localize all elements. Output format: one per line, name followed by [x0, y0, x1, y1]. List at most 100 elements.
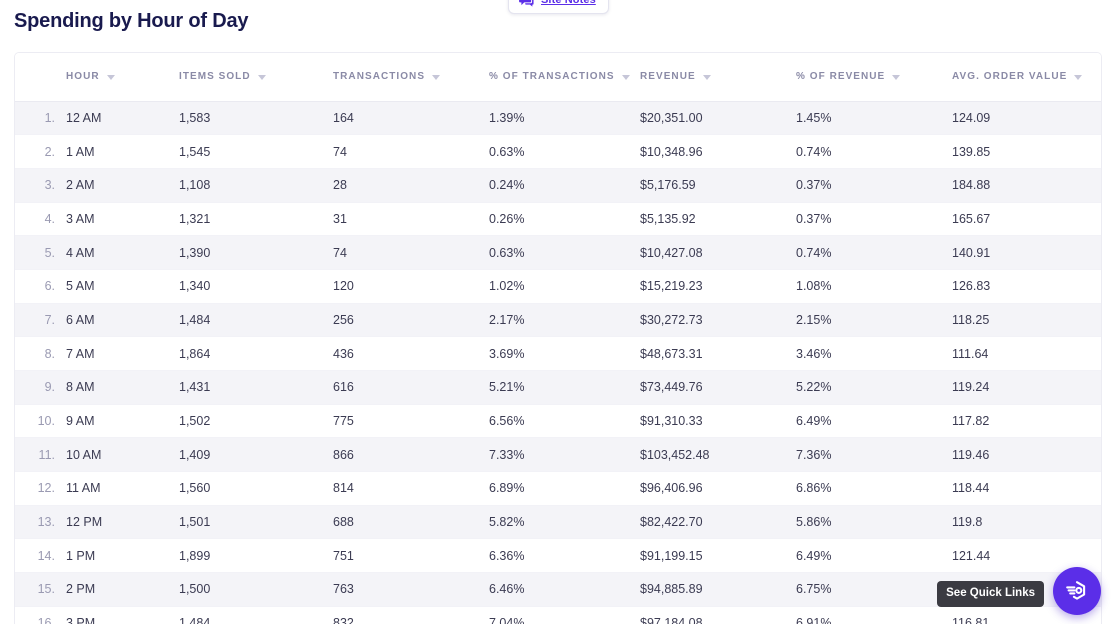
cell-ptr: 6.89% — [489, 471, 640, 506]
column-header-items-sold-label: ITEMS SOLD — [179, 71, 251, 83]
cell-aov: 117.82 — [952, 404, 1101, 439]
cell-prev: 2.15% — [796, 303, 952, 338]
cell-rev: $103,452.48 — [640, 437, 796, 473]
cell-rank: 13. — [15, 505, 55, 540]
cell-hour: 6 AM — [55, 303, 179, 338]
cell-rev: $10,348.96 — [640, 134, 796, 169]
cell-trans: 120 — [333, 269, 489, 304]
cell-prev: 1.45% — [796, 101, 952, 136]
cell-rev: $48,673.31 — [640, 336, 796, 371]
cell-ptr: 6.56% — [489, 404, 640, 439]
cell-trans: 832 — [333, 606, 489, 624]
table-body: 1. 12 AM 1,583 164 1.39% $20,351.00 1.45% 124.0… — [15, 101, 1101, 624]
quick-links-fab-button[interactable] — [1053, 567, 1101, 615]
cell-rank: 10. — [15, 404, 55, 439]
site-notes-label: Site Notes — [541, 0, 596, 6]
cell-hour: 11 AM — [55, 471, 179, 506]
column-header-hour-label: HOUR — [66, 71, 100, 83]
column-header-transactions[interactable]: TRANSACTIONS — [333, 53, 489, 102]
site-notes-button[interactable]: Site Notes — [508, 0, 609, 14]
chevron-down-icon — [257, 75, 266, 81]
cell-hour: 1 AM — [55, 134, 179, 169]
cell-trans: 164 — [333, 101, 489, 136]
cell-prev: 5.22% — [796, 370, 952, 405]
cell-aov: 111.64 — [952, 336, 1101, 371]
column-header-hour[interactable]: HOUR — [55, 53, 179, 102]
column-header-pct-transactions-label: % OF TRANSACTIONS — [489, 71, 615, 83]
column-header-avg-order-value[interactable]: AVG. ORDER VALUE — [952, 53, 1101, 102]
cell-rank: 8. — [15, 336, 55, 371]
cell-prev: 5.86% — [796, 505, 952, 540]
table-row[interactable]: 5. 4 AM 1,390 74 0.63% $10,427.08 0.74% 140.91 — [15, 235, 1101, 270]
cell-prev: 6.49% — [796, 538, 952, 574]
cell-aov: 184.88 — [952, 168, 1101, 203]
cell-items: 1,409 — [179, 437, 333, 473]
table-row[interactable]: 2. 1 AM 1,545 74 0.63% $10,348.96 0.74% 139.85 — [15, 134, 1101, 169]
table-row[interactable]: 3. 2 AM 1,108 28 0.24% $5,176.59 0.37% 184.88 — [15, 168, 1101, 203]
cell-aov: 140.91 — [952, 235, 1101, 270]
cell-trans: 74 — [333, 134, 489, 169]
cell-ptr: 5.21% — [489, 370, 640, 405]
quick-links-tooltip: See Quick Links — [937, 580, 1044, 607]
cell-prev: 6.75% — [796, 572, 952, 607]
column-header-revenue[interactable]: REVENUE — [640, 53, 796, 102]
table-row[interactable]: 7. 6 AM 1,484 256 2.17% $30,272.73 2.15% 118.25 — [15, 303, 1101, 338]
chevron-down-icon — [1074, 75, 1083, 81]
column-header-pct-transactions[interactable]: % OF TRANSACTIONS — [489, 53, 640, 102]
cell-rev: $15,219.23 — [640, 269, 796, 304]
cell-rank: 14. — [15, 538, 55, 574]
table-row[interactable]: 1. 12 AM 1,583 164 1.39% $20,351.00 1.45% 124.0… — [15, 101, 1101, 136]
table-row[interactable]: 16. 3 PM 1,484 832 7.04% $97,184.08 6.91% 116.8… — [15, 606, 1101, 624]
cell-rank: 9. — [15, 370, 55, 405]
cell-trans: 763 — [333, 572, 489, 607]
column-header-pct-revenue[interactable]: % OF REVENUE — [796, 53, 952, 102]
table-row[interactable]: 8. 7 AM 1,864 436 3.69% $48,673.31 3.46% 111.64 — [15, 336, 1101, 371]
chevron-down-icon — [892, 75, 901, 81]
cell-hour: 10 AM — [55, 437, 179, 473]
cell-rev: $97,184.08 — [640, 606, 796, 624]
cell-items: 1,484 — [179, 303, 333, 338]
table-row[interactable]: 6. 5 AM 1,340 120 1.02% $15,219.23 1.08% 126.83 — [15, 269, 1101, 304]
cell-items: 1,502 — [179, 404, 333, 439]
cell-hour: 8 AM — [55, 370, 179, 405]
table-row[interactable]: 11. 10 AM 1,409 866 7.33% $103,452.48 7.36% 119… — [15, 437, 1101, 473]
cell-items: 1,560 — [179, 471, 333, 506]
cell-rev: $96,406.96 — [640, 471, 796, 506]
cell-ptr: 7.33% — [489, 437, 640, 473]
table-row[interactable]: 10. 9 AM 1,502 775 6.56% $91,310.33 6.49% 117.8… — [15, 404, 1101, 439]
table-row[interactable]: 14. 1 PM 1,899 751 6.36% $91,199.15 6.49% 121.4… — [15, 538, 1101, 574]
cell-ptr: 1.02% — [489, 269, 640, 304]
column-header-revenue-label: REVENUE — [640, 71, 696, 83]
cell-hour: 2 AM — [55, 168, 179, 203]
cell-trans: 866 — [333, 437, 489, 473]
cell-hour: 4 AM — [55, 235, 179, 270]
cell-hour: 12 PM — [55, 505, 179, 540]
table-row[interactable]: 9. 8 AM 1,431 616 5.21% $73,449.76 5.22% 119.24 — [15, 370, 1101, 405]
cell-prev: 6.86% — [796, 471, 952, 506]
table-row[interactable]: 12. 11 AM 1,560 814 6.89% $96,406.96 6.86% 118.… — [15, 471, 1101, 506]
cell-aov: 165.67 — [952, 202, 1101, 237]
table-row[interactable]: 4. 3 AM 1,321 31 0.26% $5,135.92 0.37% 165.67 — [15, 202, 1101, 237]
cell-trans: 28 — [333, 168, 489, 203]
cell-hour: 1 PM — [55, 538, 179, 574]
cell-prev: 0.74% — [796, 235, 952, 270]
cell-aov: 126.83 — [952, 269, 1101, 304]
table-header: HOUR ITEMS SOLD TRANSACTIONS % OF TRANSA… — [15, 53, 1101, 102]
column-header-items-sold[interactable]: ITEMS SOLD — [179, 53, 333, 102]
chevron-down-icon — [621, 75, 630, 81]
cell-trans: 688 — [333, 505, 489, 540]
cell-rev: $91,310.33 — [640, 404, 796, 439]
cell-items: 1,545 — [179, 134, 333, 169]
cell-rank: 7. — [15, 303, 55, 338]
cell-trans: 31 — [333, 202, 489, 237]
cell-rev: $20,351.00 — [640, 101, 796, 136]
cell-rev: $5,176.59 — [640, 168, 796, 203]
cell-trans: 256 — [333, 303, 489, 338]
table-row[interactable]: 13. 12 PM 1,501 688 5.82% $82,422.70 5.86% 119.… — [15, 505, 1101, 540]
cell-aov: 139.85 — [952, 134, 1101, 169]
cell-aov: 118.44 — [952, 471, 1101, 506]
cell-items: 1,390 — [179, 235, 333, 270]
cell-rank: 3. — [15, 168, 55, 203]
page-title: Spending by Hour of Day — [14, 10, 249, 32]
column-header-avg-order-value-label: AVG. ORDER VALUE — [952, 71, 1068, 83]
